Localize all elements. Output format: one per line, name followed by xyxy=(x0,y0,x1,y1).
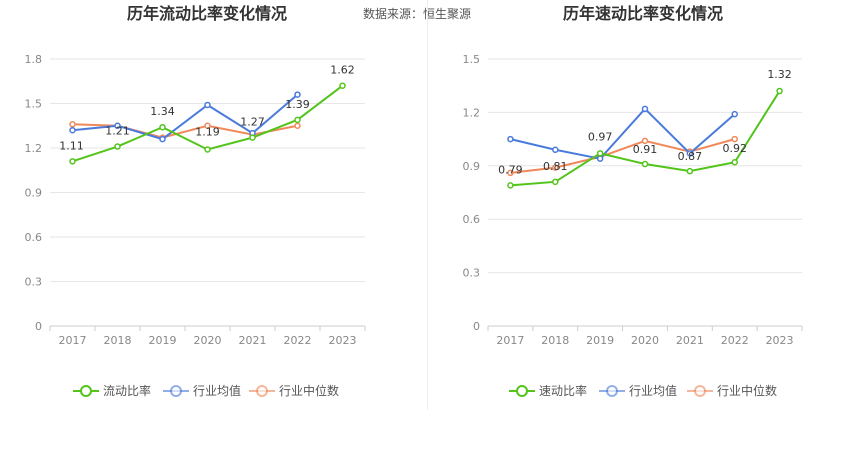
series-line-avg xyxy=(72,93,299,141)
data-point-avg xyxy=(507,135,514,143)
data-point-main xyxy=(339,82,346,89)
x-tick-label: 2023 xyxy=(766,334,794,347)
x-tick-label: 2018 xyxy=(541,334,569,347)
x-tick-label: 2020 xyxy=(631,334,659,347)
y-tick-label: 0.9 xyxy=(463,160,481,173)
legend-marker-median xyxy=(694,385,706,397)
data-point-main xyxy=(69,158,76,165)
data-label: 1.34 xyxy=(150,105,175,118)
series-line-avg xyxy=(510,107,736,160)
data-point-main xyxy=(249,134,256,141)
x-tick-label: 2017 xyxy=(496,334,524,347)
data-label: 1.21 xyxy=(105,125,130,138)
x-tick-label: 2017 xyxy=(59,334,87,347)
legend-marker-median xyxy=(256,385,268,397)
data-point-main xyxy=(552,178,559,186)
y-tick-label: 1.5 xyxy=(463,53,481,66)
x-tick-label: 2023 xyxy=(329,334,357,347)
x-tick-label: 2019 xyxy=(586,334,614,347)
data-point-avg xyxy=(204,101,211,109)
chart-title-1: 历年速动比率变化情况 xyxy=(563,4,723,23)
data-label: 0.97 xyxy=(588,130,613,143)
data-label: 1.32 xyxy=(767,68,792,81)
data-point-median xyxy=(204,122,211,129)
y-tick-label: 0.3 xyxy=(463,267,481,280)
legend-marker-main xyxy=(80,385,92,397)
x-tick-label: 2019 xyxy=(149,334,177,347)
data-point-avg xyxy=(114,122,121,129)
data-label: 0.81 xyxy=(543,160,568,173)
data-label: 1.39 xyxy=(285,98,310,111)
data-label: 1.27 xyxy=(240,116,265,129)
y-tick-label: 1.2 xyxy=(25,142,43,155)
y-tick-label: 0.9 xyxy=(25,187,43,200)
data-point-median xyxy=(507,169,514,177)
y-tick-label: 1.8 xyxy=(25,53,43,66)
data-label: 0.79 xyxy=(498,163,523,176)
data-point-main xyxy=(596,150,604,157)
data-point-avg xyxy=(294,91,301,98)
data-point-main xyxy=(204,146,211,153)
data-point-main xyxy=(686,167,694,175)
data-point-main xyxy=(294,116,301,124)
y-tick-label: 0 xyxy=(473,320,480,333)
legend-marker-main xyxy=(516,385,528,397)
data-point-median xyxy=(69,121,76,128)
data-point-avg xyxy=(69,126,76,134)
data-label: 1.11 xyxy=(59,139,84,152)
data-label: 0.91 xyxy=(633,143,658,156)
data-point-avg xyxy=(552,146,559,154)
data-label: 0.87 xyxy=(678,150,703,163)
x-tick-label: 2021 xyxy=(239,334,267,347)
data-label: 0.92 xyxy=(722,142,747,155)
legend-marker-avg xyxy=(170,385,182,397)
legend-label-avg: 行业均值 xyxy=(629,383,677,398)
series-line-median xyxy=(510,138,735,174)
data-label: 1.62 xyxy=(330,64,355,77)
legend-label-main: 流动比率 xyxy=(103,383,151,398)
y-tick-label: 1.5 xyxy=(25,98,43,111)
data-point-median xyxy=(641,137,649,145)
legend-marker-avg xyxy=(606,385,618,397)
x-tick-label: 2022 xyxy=(284,334,312,347)
data-point-avg xyxy=(731,110,738,118)
data-point-main xyxy=(731,158,738,166)
x-tick-label: 2021 xyxy=(676,334,704,347)
panel-divider xyxy=(427,0,428,410)
x-tick-label: 2020 xyxy=(194,334,222,347)
data-point-main xyxy=(114,143,121,150)
data-source-note: 数据来源：恒生聚源 xyxy=(363,7,472,21)
data-point-median xyxy=(552,164,559,171)
legend-label-main: 速动比率 xyxy=(539,383,587,398)
data-point-avg xyxy=(596,155,604,162)
data-label: 1.19 xyxy=(195,125,220,138)
y-tick-label: 0.3 xyxy=(25,276,43,289)
legend-label-median: 行业中位数 xyxy=(279,383,339,398)
data-point-median xyxy=(294,122,301,129)
data-point-avg xyxy=(686,150,694,157)
data-point-avg xyxy=(641,105,649,113)
data-point-main xyxy=(641,160,649,168)
y-tick-label: 0.6 xyxy=(25,231,43,244)
y-tick-label: 0.6 xyxy=(463,213,481,226)
chart-title-0: 历年流动比率变化情况 xyxy=(127,4,287,23)
x-tick-label: 2022 xyxy=(721,334,749,347)
data-point-main xyxy=(507,182,514,189)
y-tick-label: 1.2 xyxy=(463,106,481,119)
data-point-main xyxy=(776,87,783,95)
legend-label-avg: 行业均值 xyxy=(193,383,241,398)
data-point-main xyxy=(159,123,166,131)
y-tick-label: 0 xyxy=(35,320,42,333)
data-point-avg xyxy=(159,135,166,143)
legend-label-median: 行业中位数 xyxy=(717,383,777,398)
x-tick-label: 2018 xyxy=(104,334,132,347)
data-point-median xyxy=(731,135,738,143)
